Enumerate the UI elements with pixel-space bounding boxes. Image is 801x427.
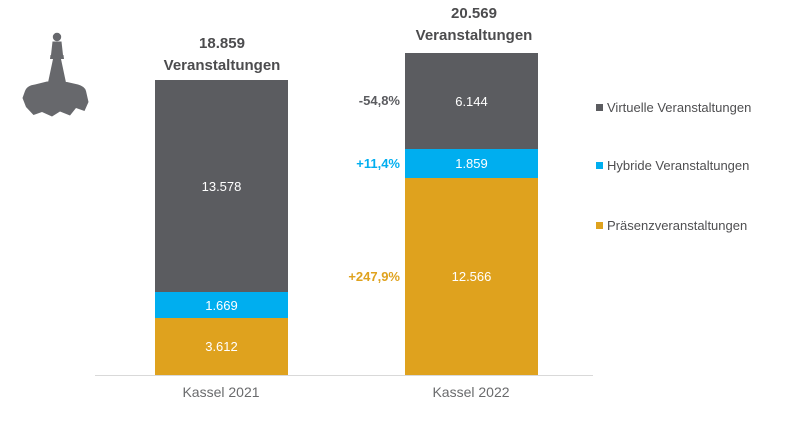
legend-marker-virtuelle-icon [596,103,603,111]
legend-label-hybride: Hybride Veranstaltungen [607,157,750,173]
hercules-monument-icon [18,28,94,120]
stacked-bar-kassel-2021: 13.578 1.669 3.612 [155,80,288,375]
total-unit-2021: Veranstaltungen [163,57,281,74]
total-label-2022: 20.569 Veranstaltungen [369,3,579,47]
bar-value-label: 1.669 [205,297,238,313]
bar-value-label: 6.144 [455,93,488,109]
bar-value-label: 13.578 [201,178,242,194]
change-label-2: +247,9% [348,268,400,284]
total-label-2021: 18.859 Veranstaltungen [117,33,327,77]
total-unit-2022: Veranstaltungen [415,27,533,44]
bar-value-label: 12.566 [451,269,492,285]
x-axis-line [95,375,593,376]
legend-label-virtuelle: Virtuelle Veranstaltungen [607,99,752,115]
legend-marker-praesenz-icon [596,221,603,229]
category-label-2022: Kassel 2022 [432,384,510,400]
legend-item-praesenz: Präsenzveranstaltungen [596,216,747,234]
total-value-2022: 20.569 [451,5,497,22]
category-label-2021: Kassel 2021 [182,384,260,400]
bar-segment-0: 6.144 [405,53,538,150]
change-label-0: -54,8% [358,93,400,109]
bar-value-label: 1.859 [455,156,488,172]
legend-item-virtuelle: Virtuelle Veranstaltungen [596,98,751,116]
legend-label-praesenz: Präsenzveranstaltungen [607,217,748,233]
total-value-2021: 18.859 [199,35,245,52]
bar-segment-1: 1.669 [155,292,288,319]
stacked-bar-kassel-2022: 6.144 1.859 12.566 [405,53,538,375]
change-label-1: +11,4% [356,155,400,171]
legend-item-hybride: Hybride Veranstaltungen [596,156,749,174]
bar-segment-0: 13.578 [155,80,288,293]
legend-marker-hybride-icon [596,161,603,169]
bar-segment-2: 3.612 [155,318,288,375]
bar-value-label: 3.612 [205,339,238,355]
bar-segment-2: 12.566 [405,178,538,375]
bar-segment-1: 1.859 [405,149,538,179]
